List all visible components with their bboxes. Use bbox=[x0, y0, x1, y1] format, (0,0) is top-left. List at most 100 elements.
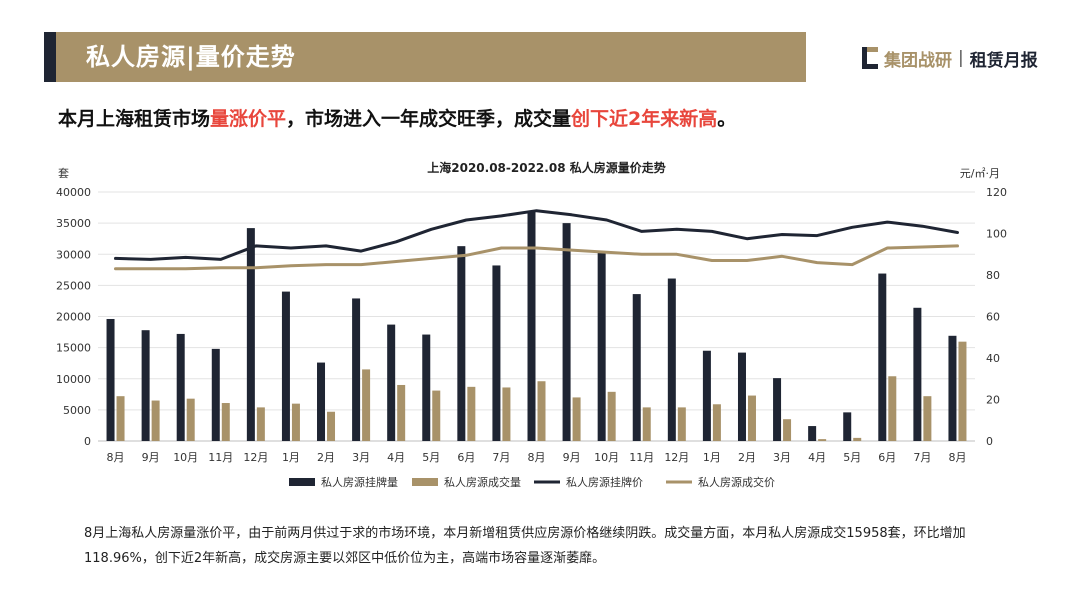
deal-volume-bar bbox=[607, 391, 616, 441]
deal-volume-bar bbox=[747, 395, 756, 441]
x-tick-label: 9月 bbox=[142, 451, 160, 464]
x-tick-label: 8月 bbox=[528, 451, 546, 464]
y-tick-label: 30000 bbox=[56, 248, 91, 261]
listing-volume-bar bbox=[527, 210, 536, 441]
deal-volume-bar bbox=[923, 396, 932, 441]
listing-volume-bar bbox=[632, 294, 641, 441]
chart-title: 上海2020.08-2022.08 私人房源量价走势 bbox=[427, 160, 665, 175]
listing-volume-bar bbox=[457, 246, 466, 441]
deal-volume-bar bbox=[116, 396, 125, 441]
y-tick-label: 25000 bbox=[56, 279, 91, 292]
listing-volume-bar bbox=[106, 318, 115, 441]
listing-volume-bar bbox=[562, 223, 571, 441]
deal-volume-bar bbox=[712, 404, 721, 441]
x-tick-label: 11月 bbox=[208, 451, 233, 464]
headline-part-1: 本月上海租赁市场 bbox=[58, 108, 211, 130]
x-tick-label: 1月 bbox=[282, 451, 300, 464]
deal-volume-bar bbox=[537, 381, 546, 441]
deal-volume-bar bbox=[362, 369, 371, 441]
listing-volume-bar bbox=[843, 412, 852, 441]
legend-label: 私人房源成交价 bbox=[698, 475, 775, 489]
x-tick-label: 12月 bbox=[664, 451, 689, 464]
legend-swatch bbox=[289, 478, 315, 486]
listing-volume-bar bbox=[387, 324, 396, 441]
listing-volume-bar bbox=[913, 307, 922, 441]
listing-volume-bar bbox=[878, 273, 887, 441]
headline-part-3: 。 bbox=[717, 108, 737, 130]
deal-volume-bar bbox=[572, 397, 581, 441]
deal-volume-bar bbox=[783, 419, 792, 441]
x-tick-label: 3月 bbox=[352, 451, 370, 464]
x-tick-label: 2月 bbox=[738, 451, 756, 464]
deal-volume-bar bbox=[151, 400, 160, 441]
headline-part-2: ，市场进入一年成交旺季，成交量 bbox=[286, 108, 572, 130]
title-accent-bar bbox=[44, 32, 56, 82]
x-tick-label: 1月 bbox=[703, 451, 721, 464]
x-tick-label: 8月 bbox=[948, 451, 966, 464]
x-tick-label: 2月 bbox=[317, 451, 335, 464]
deal-price-line bbox=[114, 244, 959, 271]
listing-volume-bar bbox=[352, 298, 361, 441]
y2-tick-label: 80 bbox=[986, 269, 1000, 282]
listing-volume-bar bbox=[176, 333, 185, 441]
listing-volume-bar bbox=[773, 378, 782, 441]
legend-label: 私人房源成交量 bbox=[444, 475, 521, 489]
x-tick-label: 9月 bbox=[563, 451, 581, 464]
legend-label: 私人房源挂牌价 bbox=[566, 475, 643, 489]
y2-tick-label: 0 bbox=[986, 435, 993, 448]
listing-volume-bar bbox=[667, 278, 676, 441]
brand-subtitle: 租赁月报 bbox=[969, 50, 1038, 71]
y2-tick-label: 40 bbox=[986, 352, 1000, 365]
deal-volume-bar bbox=[221, 403, 230, 441]
y-axis-label: 套 bbox=[58, 167, 69, 180]
deal-volume-bar bbox=[502, 387, 511, 441]
y2-tick-label: 120 bbox=[986, 186, 1007, 199]
x-tick-label: 12月 bbox=[243, 451, 268, 464]
y-tick-label: 20000 bbox=[56, 311, 91, 324]
listing-volume-bar bbox=[737, 352, 746, 441]
y-tick-label: 0 bbox=[84, 435, 91, 448]
deal-volume-bar bbox=[818, 439, 827, 441]
deal-volume-bar bbox=[642, 407, 651, 441]
x-tick-label: 4月 bbox=[808, 451, 826, 464]
x-tick-label: 6月 bbox=[878, 451, 896, 464]
y-tick-label: 40000 bbox=[56, 186, 91, 199]
listing-volume-bar bbox=[422, 334, 431, 441]
deal-volume-bar bbox=[853, 437, 862, 441]
listing-volume-bar bbox=[808, 426, 817, 441]
brand-separator: | bbox=[958, 48, 964, 68]
y-tick-label: 10000 bbox=[56, 373, 91, 386]
deal-volume-bar bbox=[958, 341, 967, 441]
x-tick-label: 5月 bbox=[422, 451, 440, 464]
x-tick-label: 8月 bbox=[107, 451, 125, 464]
title-band bbox=[56, 32, 806, 82]
volume-price-chart: 上海2020.08-2022.08 私人房源量价走势 套 元/㎡·月 0 5000 100… bbox=[56, 160, 1007, 489]
x-tick-label: 10月 bbox=[594, 451, 619, 464]
brand-name: 集团战研 bbox=[884, 50, 952, 71]
deal-volume-bar bbox=[677, 407, 686, 441]
listing-volume-bar bbox=[211, 348, 220, 441]
listing-volume-bar bbox=[317, 362, 326, 441]
headline: 本月上海租赁市场量涨价平，市场进入一年成交旺季，成交量创下近2年来新高。 bbox=[58, 104, 736, 131]
description-text: 8月上海私人房源量涨价平，由于前两月供过于求的市场环境，本月新增租赁供应房源价格… bbox=[84, 526, 966, 566]
x-tick-label: 7月 bbox=[492, 451, 510, 464]
listing-volume-bar bbox=[948, 335, 957, 441]
x-tick-label: 3月 bbox=[773, 451, 791, 464]
deal-volume-bar bbox=[432, 390, 441, 441]
y2-tick-label: 20 bbox=[986, 394, 1000, 407]
listing-volume-bar bbox=[246, 228, 255, 441]
listing-volume-bar bbox=[702, 350, 711, 441]
deal-volume-bar bbox=[291, 403, 300, 441]
page-title: 私人房源|量价走势 bbox=[86, 43, 296, 71]
listing-volume-bar bbox=[141, 330, 150, 441]
listing-volume-bar bbox=[492, 265, 501, 441]
y2-axis-label: 元/㎡·月 bbox=[960, 167, 1000, 180]
y-tick-label: 35000 bbox=[56, 217, 91, 230]
y-tick-label: 5000 bbox=[63, 404, 91, 417]
headline-highlight-2: 创下近2年来新高 bbox=[571, 108, 718, 130]
deal-volume-bar bbox=[327, 411, 336, 441]
deal-volume-bar bbox=[888, 376, 897, 441]
x-tick-label: 11月 bbox=[629, 451, 654, 464]
x-tick-label: 6月 bbox=[457, 451, 475, 464]
x-tick-label: 10月 bbox=[173, 451, 198, 464]
